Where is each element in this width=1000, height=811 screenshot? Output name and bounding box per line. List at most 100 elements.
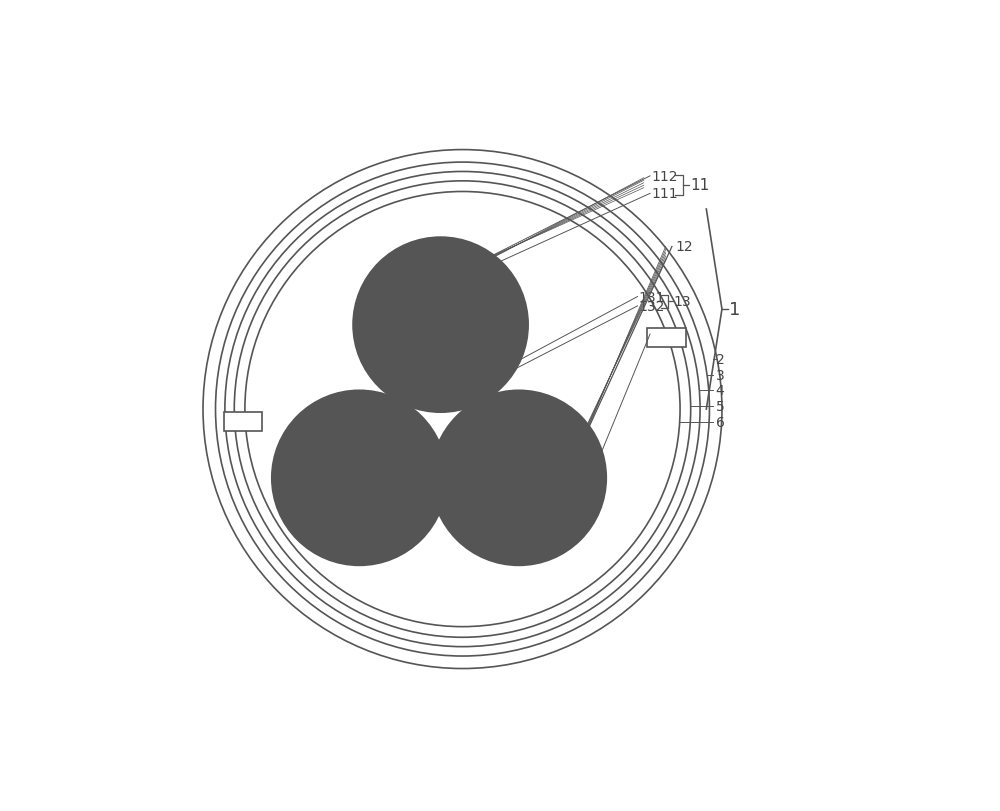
Circle shape [552,534,566,548]
Text: 112: 112 [651,169,678,183]
Bar [224,413,262,431]
Circle shape [284,503,298,517]
Text: 4: 4 [716,384,724,398]
Circle shape [586,461,600,474]
Circle shape [430,320,440,330]
Circle shape [434,393,447,407]
Circle shape [284,440,298,454]
Circle shape [365,287,379,301]
Text: 111: 111 [651,187,678,201]
Circle shape [434,243,447,257]
Circle shape [505,470,521,487]
Circle shape [331,400,345,414]
Circle shape [427,317,443,333]
Circle shape [312,408,326,422]
Circle shape [393,255,407,269]
Text: 1: 1 [729,301,741,319]
Circle shape [441,320,451,330]
Circle shape [533,400,547,414]
Circle shape [438,461,451,474]
Circle shape [474,381,488,395]
Circle shape [296,521,309,534]
Circle shape [455,390,469,404]
Circle shape [444,503,457,517]
Circle shape [374,543,387,557]
Circle shape [533,543,547,557]
Circle shape [580,440,594,454]
Circle shape [409,521,423,534]
Circle shape [552,408,566,422]
Text: 2: 2 [716,353,724,367]
Text: 14: 14 [653,328,671,341]
Circle shape [365,350,379,363]
Circle shape [512,397,526,410]
Circle shape [490,269,504,283]
Circle shape [278,461,292,474]
Circle shape [393,381,407,395]
Circle shape [491,543,504,557]
Circle shape [353,536,368,551]
Circle shape [512,547,526,560]
Circle shape [346,470,362,487]
Circle shape [508,307,522,321]
Circle shape [272,391,447,566]
Circle shape [455,247,469,260]
Text: 11: 11 [690,178,709,193]
Text: 131: 131 [639,290,665,304]
Circle shape [377,367,391,381]
Circle shape [278,482,292,496]
Circle shape [413,247,426,260]
Text: 5: 5 [716,400,724,414]
Circle shape [393,408,407,422]
Circle shape [502,350,516,363]
Circle shape [431,392,451,412]
Circle shape [353,238,528,413]
Circle shape [374,400,387,414]
Circle shape [508,329,522,343]
Circle shape [434,384,449,398]
Text: 13: 13 [674,295,691,309]
Circle shape [409,423,423,436]
Circle shape [569,423,582,436]
Circle shape [512,536,528,551]
Circle shape [491,400,504,414]
Circle shape [490,367,504,381]
Circle shape [331,543,345,557]
Text: 132: 132 [639,299,665,314]
Circle shape [455,521,469,534]
Circle shape [580,503,594,517]
Text: 3: 3 [716,368,724,382]
Circle shape [377,269,391,283]
Circle shape [421,503,434,517]
Circle shape [508,474,518,483]
Circle shape [352,547,366,560]
Circle shape [427,461,440,474]
Circle shape [357,470,373,487]
Circle shape [569,521,582,534]
Circle shape [413,390,426,404]
Circle shape [519,474,529,483]
Circle shape [421,440,434,454]
Circle shape [349,474,359,483]
Circle shape [427,482,440,496]
Circle shape [360,474,370,483]
Circle shape [471,408,485,422]
Bar [647,328,686,347]
Circle shape [516,470,533,487]
Circle shape [352,397,366,410]
Circle shape [359,329,373,343]
Circle shape [586,482,600,496]
Circle shape [455,423,469,436]
Text: 12: 12 [675,240,693,254]
Circle shape [502,287,516,301]
Circle shape [296,423,309,436]
Text: 6: 6 [716,415,725,429]
Circle shape [444,440,457,454]
Circle shape [431,391,606,566]
Circle shape [393,534,407,548]
Circle shape [438,482,451,496]
Circle shape [471,534,485,548]
Circle shape [438,317,454,333]
Circle shape [474,255,488,269]
Circle shape [312,534,326,548]
